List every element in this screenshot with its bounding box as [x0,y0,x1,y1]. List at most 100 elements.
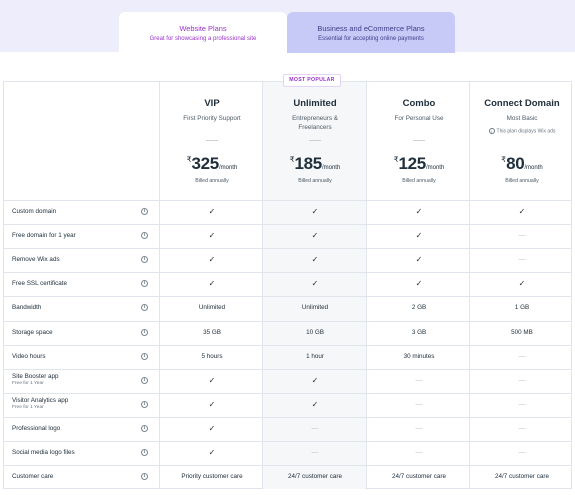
plan-name: Connect Domain [484,98,560,109]
check-icon: ✓ [208,207,216,216]
check-icon: ✓ [415,207,423,216]
tab-title: Website Plans [179,24,227,33]
feature-row: Remove Wix ads i ✓ ✓ ✓ — [4,248,571,272]
info-icon[interactable]: i [141,352,148,360]
feature-value: 1 GB [514,304,530,312]
feature-name: Social media logo files [12,449,75,456]
feature-label: Free SSL certificate [12,280,67,288]
feature-row: Social media logo files i ✓ — — — [4,441,571,465]
plan-name: VIP [204,98,220,109]
feature-row: Video hours i 5 hours 1 hour 30 minutes — [4,345,571,369]
feature-value: 5 hours [201,352,223,360]
tab-business-ecommerce-plans[interactable]: Business and eCommerce Plans Essential f… [287,12,455,53]
tab-subtitle: Great for showcasing a professional site [149,36,257,42]
dash-icon: — [415,424,423,432]
row-divider [4,368,571,370]
dash-icon [413,140,425,141]
price-period: /month [218,165,238,171]
check-icon: ✓ [208,255,216,265]
dash-icon: — [518,232,526,240]
info-icon[interactable]: i [141,400,148,408]
feature-label: Custom domain [12,208,56,216]
feature-name: Storage space [12,328,53,336]
price-period: /month [321,165,341,171]
dash-icon: — [518,424,526,432]
feature-value: 500 MB [511,328,533,336]
plan-name: Combo [402,98,436,109]
price-amount: 185 [294,154,322,173]
feature-row: Custom domain i ✓ ✓ ✓ ✓ [4,200,571,224]
check-icon: ✓ [208,279,216,289]
column-divider [159,82,160,489]
check-icon: ✓ [415,279,423,289]
check-icon: ✓ [311,375,319,385]
info-icon[interactable]: i [141,280,148,288]
feature-value: Unlimited [301,304,329,312]
info-icon[interactable]: i [488,127,495,134]
check-icon: ✓ [208,375,216,385]
most-popular-badge: MOST POPULAR [283,74,341,87]
feature-name: Custom domain [12,208,57,215]
currency-symbol: ₹ [289,155,295,164]
billing-note: Billed annually [505,178,539,184]
feature-row: Free domain for 1 year i ✓ ✓ ✓ — [4,224,571,248]
feature-name: Customer care [12,473,54,481]
check-icon: ✓ [415,231,423,241]
feature-label: Storage space [12,329,53,337]
plan-header-3: Connect Domain Most Basic i This plan displ… [470,82,574,200]
feature-label: Bandwidth [12,304,41,312]
row-divider [4,392,571,394]
dash-icon: — [415,400,423,408]
row-divider [4,320,571,322]
row-divider [4,296,571,298]
feature-value: 30 minutes [403,352,435,360]
feature-label: Social media logo files [12,449,75,457]
info-icon[interactable]: i [141,304,148,312]
row-divider [4,200,571,201]
feature-label: Customer care [12,473,53,481]
tab-title: Business and eCommerce Plans [317,24,425,33]
dash-icon: — [415,376,423,384]
info-icon[interactable]: i [141,376,148,384]
price-amount: 125 [398,154,426,173]
check-icon: ✓ [208,423,216,433]
info-icon[interactable]: i [141,256,148,264]
feature-label: Free domain for 1 year [12,232,76,240]
info-icon[interactable]: i [141,328,148,336]
dash-icon: — [415,449,423,456]
dash-icon: — [518,449,526,456]
plan-comparison-table: VIP First Priority Support ₹325/month Bille… [3,81,572,489]
plan-header-2: Combo For Personal Use ₹125/month Billed an… [367,82,471,200]
feature-row: Visitor Analytics app Free for 1 Year i ✓ ✓ —… [4,393,571,417]
price-period: /month [425,165,445,171]
check-icon: ✓ [208,399,216,409]
feature-value: 24/7 customer care [392,473,446,481]
feature-row: Storage space i 35 GB 10 GB 3 GB 500 MB [4,321,571,345]
plan-price: ₹325/month [160,154,264,174]
feature-name: Site Booster app [12,372,59,380]
info-icon[interactable]: i [141,473,148,481]
dash-icon [309,140,321,141]
check-icon: ✓ [311,255,319,265]
feature-name: Video hours [12,352,46,360]
plan-description: Most Basic [506,115,538,122]
tab-website-plans[interactable]: Website Plans Great for showcasing a pro… [119,12,287,53]
info-icon[interactable]: i [141,424,148,432]
feature-name: Bandwidth [12,304,42,312]
row-divider [4,441,571,442]
column-divider [366,82,367,489]
currency-symbol: ₹ [501,155,507,164]
column-divider [262,82,263,489]
dash-icon: — [311,424,319,432]
info-icon[interactable]: i [141,208,148,215]
feature-label: Remove Wix ads [12,256,60,264]
info-icon[interactable]: i [141,449,148,456]
feature-value: 24/7 customer care [288,473,342,481]
row-divider [4,465,571,467]
plan-description: First Priority Support [183,115,241,122]
feature-row: Customer care i Priority customer care 24/7… [4,465,571,489]
info-icon[interactable]: i [141,232,148,240]
row-divider [4,248,571,250]
check-icon: ✓ [311,399,319,409]
price-amount: 325 [191,154,219,173]
